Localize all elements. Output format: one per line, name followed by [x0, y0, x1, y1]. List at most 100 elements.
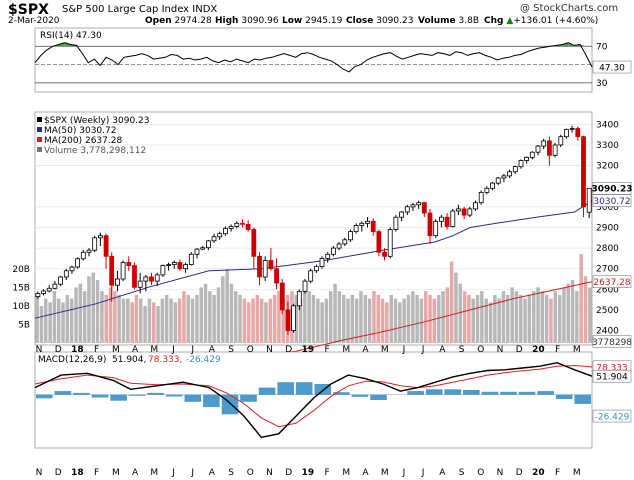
volume-bar [74, 287, 78, 343]
volume-bar [238, 294, 242, 343]
volume-bar [65, 294, 70, 343]
volume-bar [337, 291, 342, 343]
volume-bar [272, 294, 277, 343]
candle-body [564, 129, 569, 138]
rsi-line [34, 42, 593, 73]
macd-histogram-bar [128, 394, 146, 396]
candle-body [387, 229, 393, 257]
macd-histogram-bar [574, 394, 591, 404]
volume-bar [484, 298, 488, 343]
volume-bar [389, 294, 393, 343]
macd-histogram-bar [240, 394, 257, 402]
volume-bar [462, 291, 467, 343]
price-y-tick: 3300 [596, 141, 619, 151]
volume-bar [359, 291, 363, 343]
candle-body [279, 282, 285, 311]
volume-bar [281, 298, 285, 343]
macd-hist-tag: -26.429 [595, 413, 630, 423]
volume-bar [540, 291, 545, 343]
ma200-value-tag-box [592, 275, 632, 288]
candle-body [359, 222, 365, 226]
candle-body [478, 191, 484, 204]
volume-bar [61, 302, 65, 343]
macd-histogram-bar [407, 391, 424, 395]
candle-body [529, 151, 535, 158]
rsi-overbought-fill [580, 44, 587, 47]
volume-bar [247, 302, 251, 343]
price-legend-item: MA(50) 3030.72 [44, 126, 116, 136]
price-legend-item: Volume 3,778,298,112 [44, 146, 146, 156]
volume-bar [350, 294, 355, 343]
volume-bar [139, 298, 143, 343]
volume-bar [251, 298, 255, 343]
candle-body [188, 253, 194, 266]
macd-histogram-bar [500, 391, 517, 395]
macd-x-label: J [171, 468, 175, 478]
volume-bar [199, 287, 203, 343]
candle-body [160, 265, 166, 276]
volume-bar [259, 298, 264, 343]
candle-body [171, 262, 177, 265]
close-value-tag: 3090.23 [592, 185, 633, 195]
candle-body [80, 251, 86, 260]
volume-bar [514, 291, 519, 343]
price-x-label: 18 [71, 345, 84, 355]
volume-bar [164, 294, 169, 343]
volume-bar [130, 302, 134, 343]
candle-body [69, 266, 75, 272]
macd-legend-value: 51.904, [112, 355, 146, 365]
volume-bar [91, 272, 95, 343]
price-y-tick: 3400 [596, 120, 619, 130]
price-x-label: A [439, 345, 446, 355]
volume-bar [471, 298, 475, 343]
candle-body [348, 231, 353, 241]
candle-body [143, 276, 149, 282]
volume-bar [506, 294, 510, 343]
volume-bar [195, 294, 199, 343]
price-y-tick: 2700 [596, 265, 619, 275]
volume-bar [216, 287, 221, 343]
volume-bar [229, 283, 234, 343]
candle-body [518, 160, 524, 168]
macd-x-label: N [497, 468, 504, 478]
volume-bar [264, 302, 268, 343]
volume-bar [480, 291, 484, 343]
volume-bar [277, 291, 281, 343]
candle-body [399, 211, 405, 218]
ma50-value-tag-box [592, 194, 632, 207]
volume-bar [475, 294, 480, 343]
volume-bar [57, 298, 61, 343]
macd-x-label: 18 [71, 468, 84, 478]
volume-bar [363, 294, 368, 343]
rsi-value-tag-box [592, 60, 632, 74]
candle-body [586, 187, 592, 213]
volume-bar [316, 298, 320, 343]
candle-body [484, 187, 490, 193]
price-x-label: D [516, 345, 523, 355]
volume-y-tick: 15B [12, 283, 30, 293]
volume-bar [177, 298, 182, 343]
candle-body [149, 276, 154, 282]
volume-bar [527, 294, 532, 343]
volume-y-tick: 5B [18, 320, 30, 330]
price-x-label: A [132, 345, 139, 355]
candle-body [285, 309, 291, 331]
volume-bar [268, 298, 273, 343]
candle-body [524, 156, 529, 161]
macd-panel-frame [34, 351, 593, 449]
volume-bar [536, 287, 540, 343]
volume-bar [519, 294, 523, 343]
volume-bar [242, 298, 247, 343]
macd-x-label: M [150, 468, 158, 478]
candle-body [205, 240, 211, 249]
price-legend-swatch [37, 117, 42, 122]
macd-histogram-bar [166, 394, 183, 397]
macd-histogram-bar [425, 389, 443, 395]
candle-body [365, 220, 370, 224]
price-x-label: O [477, 345, 484, 355]
volume-bar [117, 294, 121, 343]
volume-bar [152, 302, 156, 343]
macd-histogram-bar [463, 390, 480, 395]
candle-body [308, 270, 314, 282]
macd-signal-tag: 78.333 [596, 363, 628, 373]
